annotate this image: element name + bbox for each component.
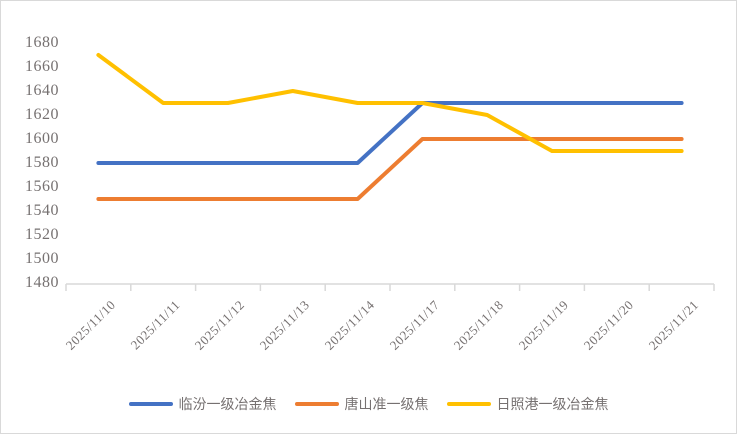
y-tick-label: 1500 (25, 250, 59, 267)
y-tick-label: 1520 (25, 226, 59, 243)
y-tick-label: 1600 (25, 130, 59, 147)
y-tick-label: 1560 (25, 178, 59, 195)
legend-item-1: 唐山准一级焦 (294, 394, 429, 414)
y-tick-label: 1540 (25, 202, 59, 219)
y-tick-label: 1480 (25, 274, 59, 291)
series-line-2 (96, 53, 684, 153)
legend-item-0: 临汾一级冶金焦 (128, 394, 277, 414)
chart-legend: 临汾一级冶金焦 唐山准一级焦 日照港一级冶金焦 (1, 394, 736, 414)
x-axis (65, 283, 715, 291)
legend-line-marker (294, 401, 339, 407)
y-tick-label: 1580 (25, 154, 59, 171)
y-tick-label: 1660 (25, 58, 59, 75)
legend-label: 日照港一级冶金焦 (496, 396, 609, 412)
legend-label: 临汾一级冶金焦 (178, 396, 277, 412)
legend-line-marker (128, 401, 173, 407)
legend-line-marker (446, 401, 491, 407)
y-tick-label: 1640 (25, 82, 59, 99)
legend-label: 唐山准一级焦 (344, 396, 429, 412)
y-tick-label: 1620 (25, 106, 59, 123)
legend-item-2: 日照港一级冶金焦 (446, 394, 609, 414)
series-line-1 (96, 137, 684, 201)
y-tick-label: 1680 (25, 34, 59, 51)
series-line-0 (96, 101, 684, 165)
